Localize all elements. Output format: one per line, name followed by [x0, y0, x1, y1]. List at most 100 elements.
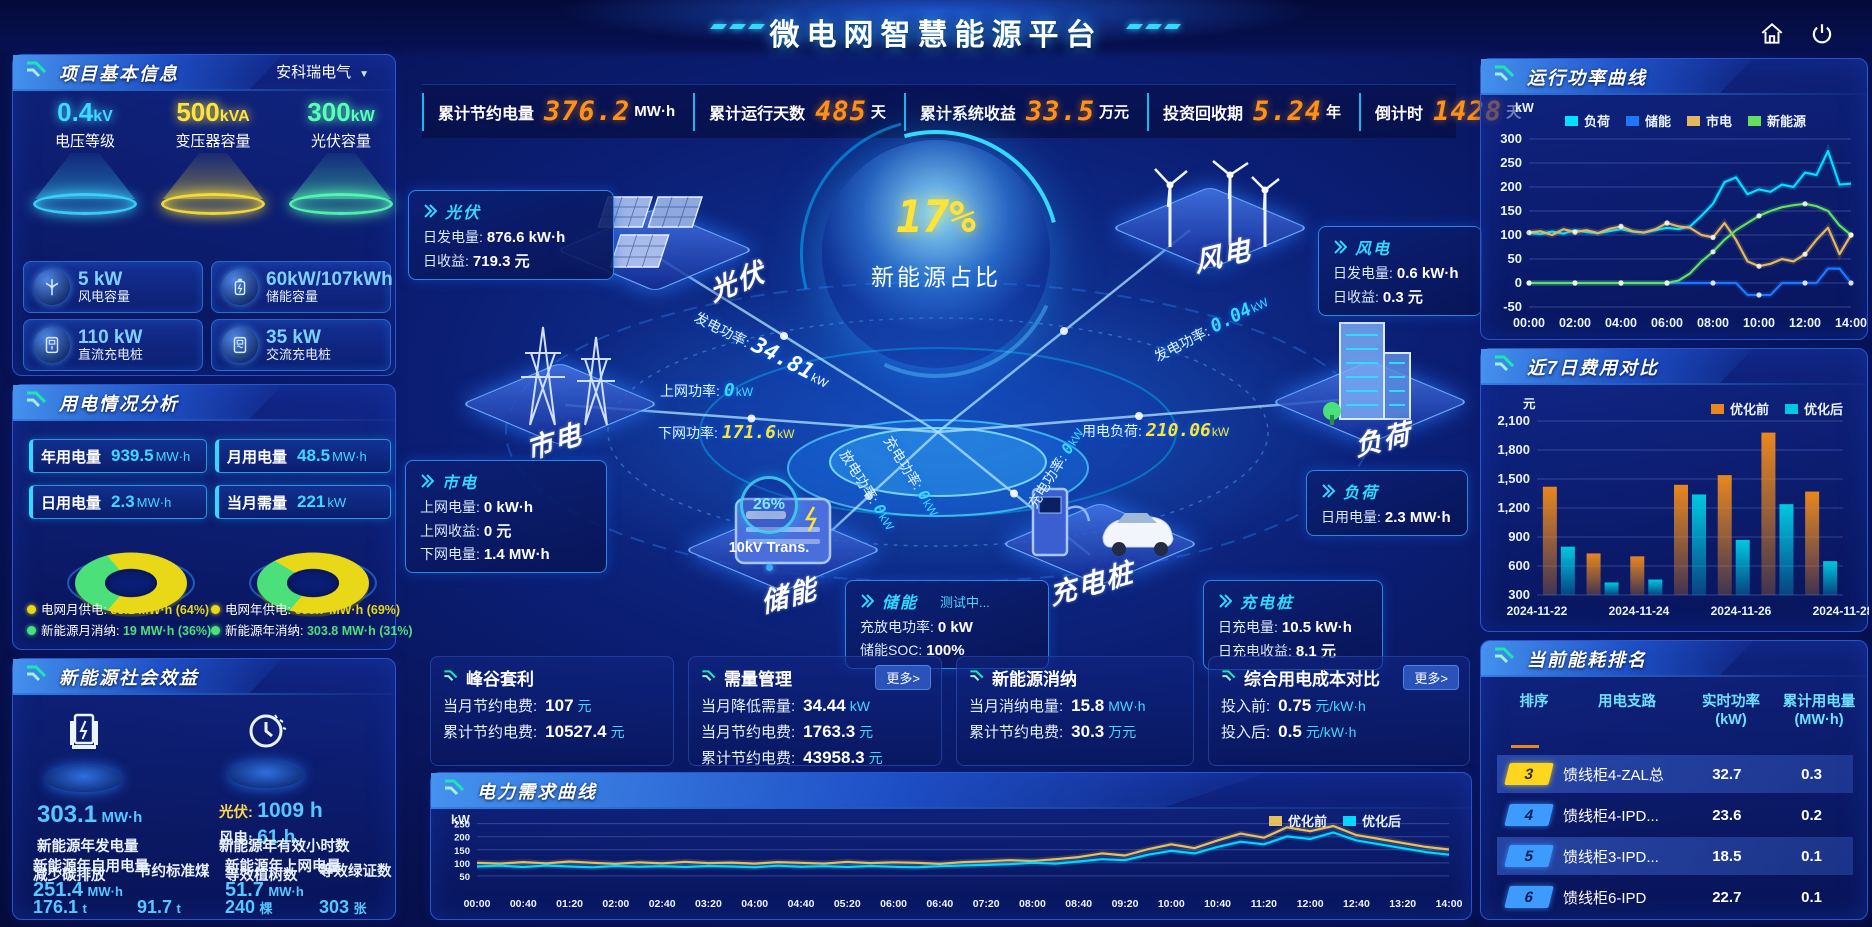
ac-charger-icon	[222, 327, 258, 363]
annual-hours-label: 新能源年有效小时数	[219, 839, 350, 855]
kpi-panel-2: 新能源消纳 当月消纳电量: 15.8 MW·h 累计节约电费: 30.3 万元	[956, 656, 1194, 766]
legend-label: 优化后	[1803, 402, 1843, 417]
svg-text:06:00: 06:00	[1651, 316, 1683, 330]
spotlight-beam	[291, 153, 391, 199]
more-button[interactable]: 更多>	[1403, 665, 1459, 690]
legend-item-新能源[interactable]: 新能源	[1748, 111, 1806, 130]
spotlight-base	[33, 193, 137, 215]
donut-legend-item: 电网年供电: 689.7 MW·h (69%)	[211, 599, 400, 618]
top-stat: 累计节约电量 376.2 MW·h	[422, 92, 693, 131]
legend-label: 市电	[1706, 114, 1733, 129]
panel-project-header: 项目基本信息 安科瑞电气 ▼	[13, 55, 395, 91]
benefit-stat-label-certs: 等效绿证数	[319, 864, 392, 880]
wind-hours: 风电: 61 h	[219, 827, 296, 848]
usage-pill-label: 年用电量	[41, 448, 102, 466]
legend-name: 新能源月消纳:	[41, 624, 120, 638]
kpi-row-value: 10527.4	[545, 722, 607, 741]
bar-优化前	[1761, 432, 1776, 595]
legend-item-优化后[interactable]: 优化后	[1784, 399, 1843, 418]
kpi-row-value: 43958.3	[803, 748, 865, 767]
svg-text:06:00: 06:00	[880, 898, 907, 910]
svg-text:250: 250	[1500, 155, 1522, 170]
svg-text:04:00: 04:00	[1605, 316, 1637, 330]
kpi-row-label: 累计节约电费:	[443, 724, 538, 741]
info-box-row: 日发电量: 876.6 kW·h	[423, 227, 601, 247]
legend-item-优化前[interactable]: 优化前	[1268, 811, 1327, 830]
legend-label: 优化后	[1361, 814, 1401, 829]
company-select[interactable]: 安科瑞电气 ▼	[276, 64, 369, 81]
top-stat-value: 5.24	[1253, 96, 1323, 127]
panel-cost-compare: 近7日费用对比 元 优化前 优化后 2,100 1,800 1,500 1,200 900…	[1480, 348, 1869, 632]
spotlight-stat: 300kW 光伏容量	[277, 97, 405, 215]
panel-usage-header: 用电情况分析	[13, 385, 395, 421]
svg-text:01:20: 01:20	[556, 898, 583, 910]
kpi-row-unit: 元	[610, 724, 625, 740]
table-header-0: 排序	[1519, 694, 1549, 710]
info-row-label: 日充电量:	[1218, 619, 1278, 635]
svg-text:250: 250	[454, 820, 470, 831]
kpi-row-label: 当月消纳电量:	[969, 698, 1064, 715]
svg-text:05:20: 05:20	[834, 898, 861, 910]
demand-legend: 优化前 优化后	[1268, 811, 1401, 830]
svg-text:-50: -50	[1503, 299, 1522, 314]
info-row-value: 8.1 元	[1295, 643, 1336, 660]
flow-unit: kW	[735, 385, 754, 399]
donut-hole	[105, 568, 157, 598]
info-box-storage: 储能 测试中... 充放电功率: 0 kW 储能SOC: 100%	[845, 580, 1049, 669]
svg-text:03:20: 03:20	[695, 898, 722, 910]
legend-label: 负荷	[1584, 114, 1611, 129]
legend-swatch	[1268, 815, 1282, 826]
usage-pill: 月用电量 48.5 MW·h	[215, 439, 391, 473]
legend-item-负荷[interactable]: 负荷	[1565, 111, 1610, 130]
table-row[interactable]: 4 馈线柜4-IPD... 23.6 0.2	[1497, 796, 1853, 834]
bar-优化后	[1823, 561, 1838, 595]
kpi-row-unit: kW	[849, 698, 870, 714]
benefit-stat-value-trees: 240 棵	[225, 897, 273, 917]
info-row-value: 0 kW	[937, 619, 973, 636]
table-row[interactable]: 5 馈线柜3-IPD... 18.5 0.1	[1497, 837, 1853, 875]
corner-icon	[702, 670, 716, 681]
kpi-row-unit: 万元	[1108, 724, 1137, 740]
transformer-dot	[765, 564, 773, 571]
legend-item-储能[interactable]: 储能	[1626, 111, 1671, 130]
capacity-box-text: 35 kW 交流充电桩	[266, 327, 331, 364]
legend-item-市电[interactable]: 市电	[1687, 111, 1732, 130]
more-button[interactable]: 更多>	[875, 665, 931, 690]
svg-text:02:00: 02:00	[602, 898, 629, 910]
capacity-value: 35 kW	[266, 326, 321, 348]
top-stat-label: 累计系统收益	[919, 105, 1016, 123]
info-box-title: 光伏	[445, 205, 482, 222]
usage-pill-unit: kW	[327, 494, 347, 510]
wind-turbine-icon	[34, 269, 70, 305]
corner-icon	[1222, 670, 1236, 681]
panel-run-power: 运行功率曲线 kW 负荷 储能 市电 新能源 300 250 200 150 100 50 0 -5…	[1480, 58, 1868, 340]
legend-value: 33.1 MW·h (64%)	[110, 603, 210, 617]
clock-icon	[223, 707, 309, 760]
usage-pill-value: 48.5	[297, 446, 331, 465]
svg-text:07:20: 07:20	[973, 898, 1000, 910]
arrow-right-icon	[1334, 240, 1347, 254]
info-row-label: 日充电收益:	[1218, 643, 1292, 659]
panel-power-title: 运行功率曲线	[1527, 68, 1647, 88]
table-row[interactable]: 3 馈线柜4-ZAL总 32.7 0.3	[1497, 755, 1853, 793]
legend-name: 电网月供电:	[41, 603, 107, 617]
benefit-pedestal	[41, 707, 127, 792]
info-box-load: 负荷 日用电量: 2.3 MW·h	[1306, 470, 1468, 536]
table-header-3: 累计用电量 (MW·h)	[1782, 694, 1856, 729]
legend-name: 新能源年消纳:	[225, 624, 304, 638]
kpi-row-unit: 元	[868, 750, 883, 766]
home-button[interactable]	[1752, 14, 1792, 54]
info-box-charger: 充电桩 日充电量: 10.5 kW·h 日充电收益: 8.1 元	[1203, 580, 1383, 670]
spotlight-beam	[163, 153, 263, 199]
power-button[interactable]	[1802, 14, 1842, 54]
info-row-value: 876.6 kW·h	[486, 229, 566, 246]
table-row[interactable]: 6 馈线柜6-IPD 22.7 0.1	[1497, 878, 1853, 916]
usage-pill-unit: MW·h	[136, 494, 172, 510]
legend-item-优化前[interactable]: 优化前	[1710, 399, 1769, 418]
corner-icon	[443, 779, 465, 801]
branch-name: 馈线柜4-IPD...	[1563, 807, 1659, 825]
svg-text:50: 50	[459, 872, 470, 883]
panel-project-title: 项目基本信息	[59, 64, 179, 84]
usage-pill-unit: MW·h	[155, 448, 191, 464]
legend-item-优化后[interactable]: 优化后	[1342, 811, 1401, 830]
